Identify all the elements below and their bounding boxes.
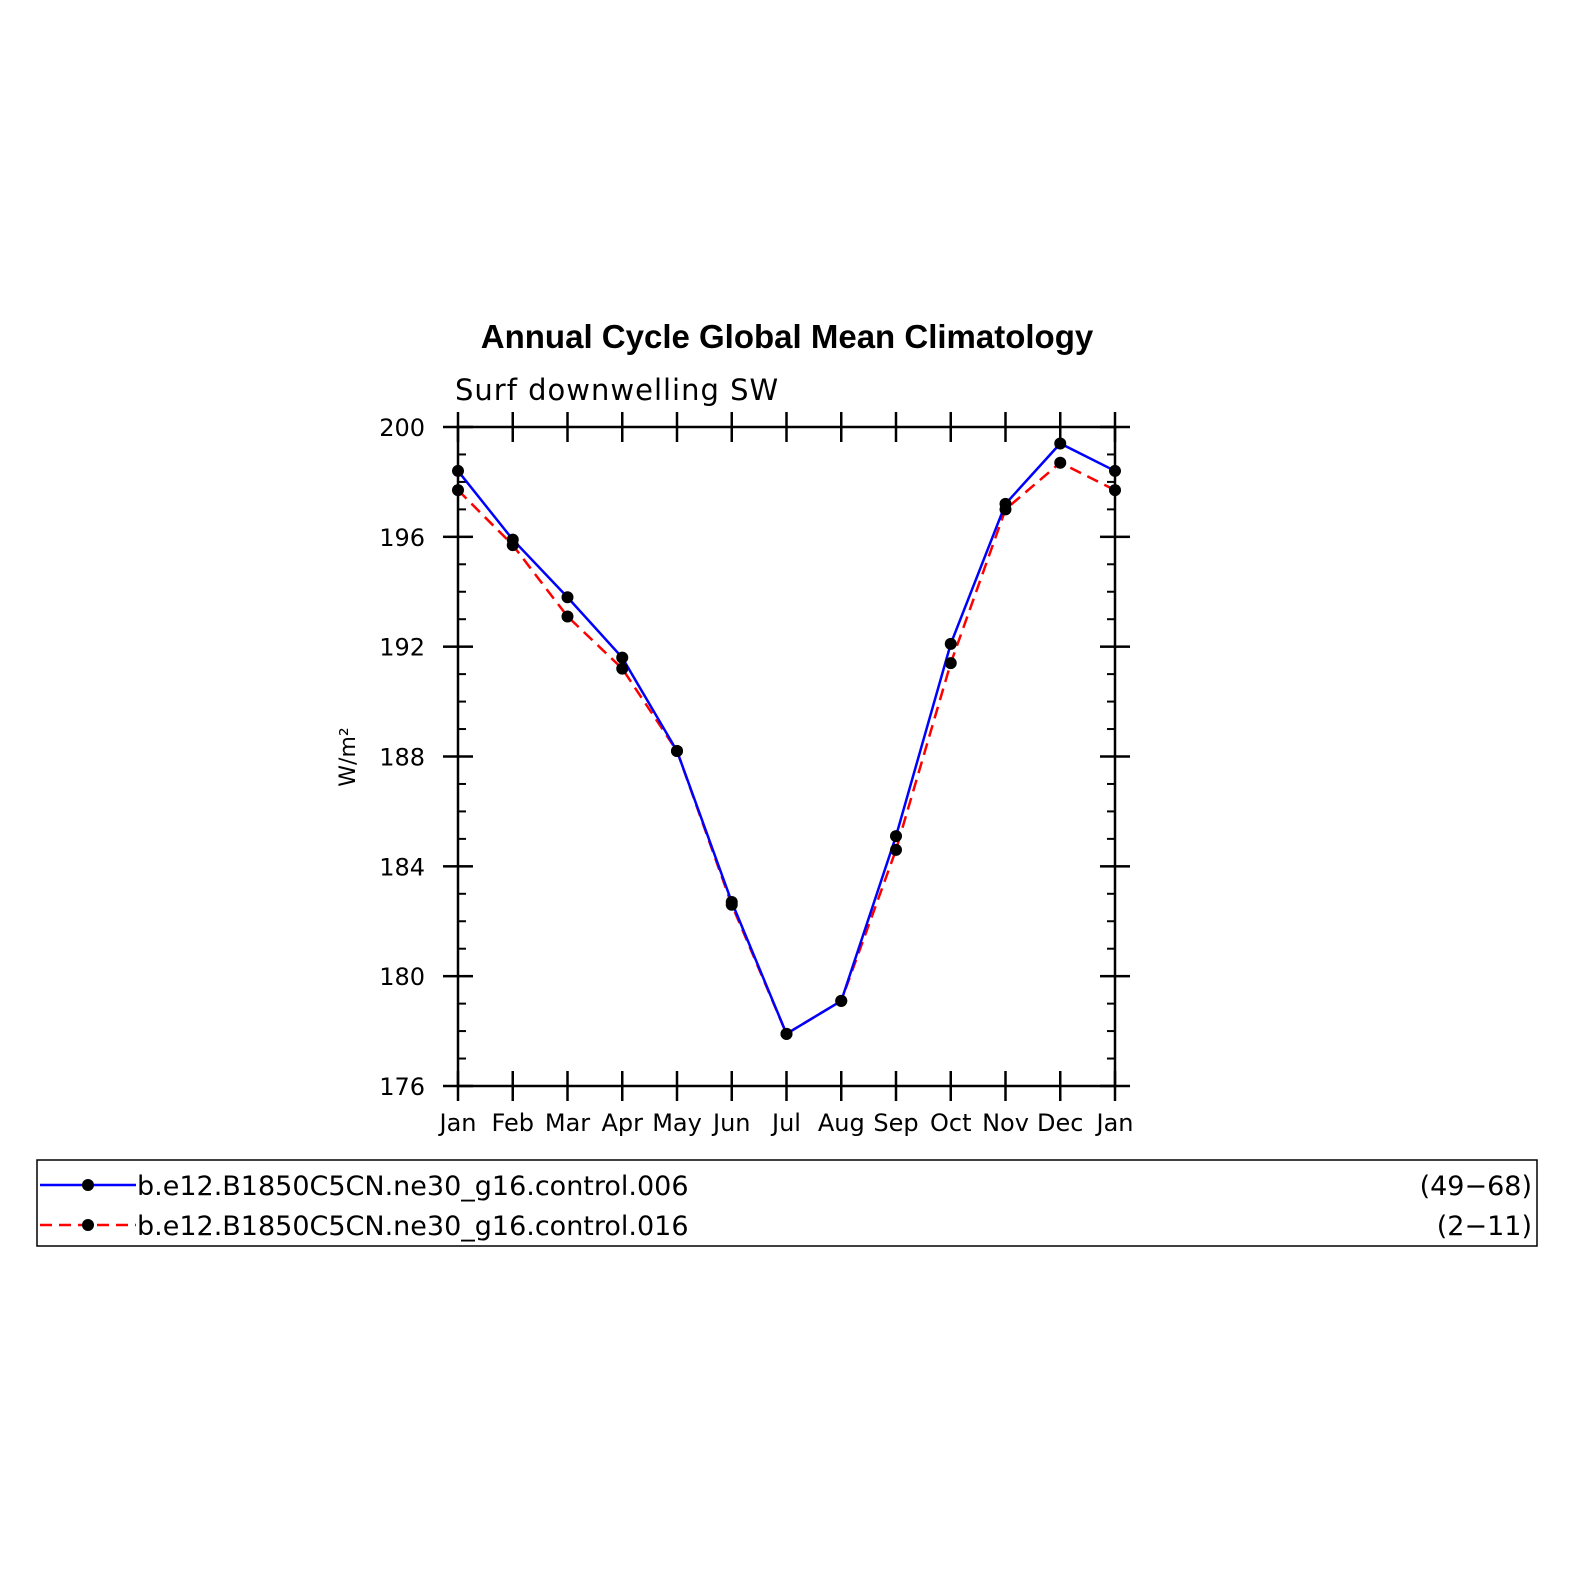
series-line-2 <box>457 461 1116 1036</box>
series-2-point <box>561 610 574 623</box>
y-tick-label: 176 <box>379 1073 425 1101</box>
series-2-point <box>725 898 738 911</box>
y-axis-label: W/m² <box>336 727 361 786</box>
series-2-point <box>616 662 629 675</box>
series-2-point <box>1109 484 1121 497</box>
legend-years-1: (49−68) <box>1420 1171 1532 1202</box>
x-tick-label: Nov <box>982 1109 1029 1137</box>
x-tick-label: Apr <box>601 1109 643 1137</box>
legend-box <box>36 1159 1538 1247</box>
series-1-point <box>1054 437 1067 450</box>
series-1-point <box>561 591 574 604</box>
legend-marker-1 <box>82 1179 94 1191</box>
series-1-point <box>1109 464 1121 477</box>
y-tick-label: 180 <box>379 963 425 991</box>
series-2-point <box>890 843 902 856</box>
x-tick-label: Jan <box>1095 1109 1134 1137</box>
series-line-1 <box>457 441 1116 1036</box>
x-tick-label: May <box>652 1109 702 1137</box>
series-1-point <box>452 464 464 477</box>
x-tick-label: Mar <box>545 1109 590 1137</box>
series-1-point <box>890 830 902 843</box>
legend-label-2: b.e12.B1850C5CN.ne30_g16.control.016 <box>137 1211 689 1242</box>
series-2-point <box>1054 456 1067 469</box>
plot-frame <box>456 425 1117 1088</box>
legend-marker-2 <box>82 1219 94 1231</box>
x-tick-label: Aug <box>818 1109 865 1137</box>
chart-title: Annual Cycle Global Mean Climatology <box>481 318 1094 355</box>
legend-years-2: (2−11) <box>1437 1211 1532 1242</box>
y-tick-label: 196 <box>379 524 425 552</box>
series-2-point <box>671 745 683 758</box>
y-tick-label: 184 <box>379 853 425 881</box>
x-tick-label: Jan <box>438 1109 477 1137</box>
series-2-point <box>944 657 957 670</box>
x-tick-label: Feb <box>492 1109 535 1137</box>
series-layer <box>452 437 1121 1040</box>
legend: b.e12.B1850C5CN.ne30_g16.control.006 (49−… <box>36 1159 1538 1247</box>
series-2-point <box>999 503 1012 516</box>
series-2-point <box>780 1027 793 1040</box>
series-1-point <box>616 651 629 664</box>
x-tick-label: Sep <box>873 1109 918 1137</box>
x-tick-label: Jul <box>770 1109 801 1137</box>
series-2-point <box>835 994 848 1007</box>
y-tick-label: 200 <box>379 414 425 442</box>
plot-axes: 176 180 184 188 192 196 200 Jan Feb Mar Apr May Jun J… <box>379 412 1134 1137</box>
y-tick-label: 188 <box>379 744 425 772</box>
x-tick-label: Dec <box>1037 1109 1083 1137</box>
series-1-point <box>944 637 957 650</box>
x-tick-label: Jun <box>711 1109 751 1137</box>
chart-subtitle: Surf downwelling SW <box>455 373 779 407</box>
series-2-point <box>506 539 519 552</box>
series-2-point <box>452 484 464 497</box>
legend-label-1: b.e12.B1850C5CN.ne30_g16.control.006 <box>137 1171 689 1202</box>
x-tick-label: Oct <box>930 1109 972 1137</box>
y-tick-label: 192 <box>379 634 425 662</box>
